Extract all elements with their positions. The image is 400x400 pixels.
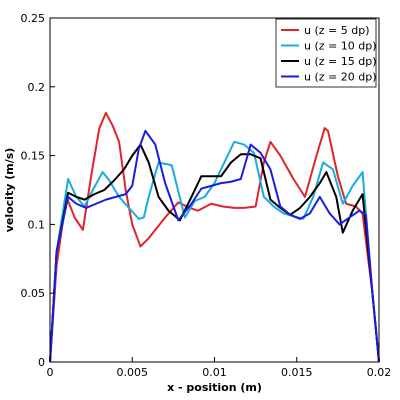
legend-label: u (z = 15 dp): [304, 55, 377, 68]
x-tick-label: 0: [47, 366, 54, 379]
legend-label: u (z = 20 dp): [304, 71, 377, 84]
x-tick-label: 0.015: [281, 366, 313, 379]
y-tick-label: 0: [38, 356, 45, 369]
x-tick-label: 0.02: [367, 366, 392, 379]
series-line-2: [49, 140, 380, 363]
series-line-4: [49, 129, 380, 363]
axes-layer: 0 0.005 0.01 0.015 0.02 0 0.05 0.1 0.15 0.2 0.25: [21, 12, 392, 379]
legend-label: u (z = 5 dp): [304, 24, 370, 37]
x-axis-label: x - position (m): [167, 381, 262, 394]
legend-label: u (z = 10 dp): [304, 40, 377, 53]
y-tick-label: 0.2: [28, 81, 46, 94]
y-tick-label: 0.1: [28, 218, 46, 231]
x-tick-label: 0.005: [117, 366, 149, 379]
x-tick-label: 0.01: [202, 366, 227, 379]
y-axis-label: velocity (m/s): [3, 148, 16, 233]
series-line-3: [49, 143, 380, 363]
y-tick-label: 0.05: [21, 287, 46, 300]
y-tick-label: 0.15: [21, 150, 46, 163]
legend: u (z = 5 dp) u (z = 10 dp) u (z = 15 dp) u …: [275, 18, 377, 88]
y-tick-label: 0.25: [21, 12, 46, 25]
series-layer: [49, 111, 380, 363]
series-line-1: [49, 111, 380, 363]
